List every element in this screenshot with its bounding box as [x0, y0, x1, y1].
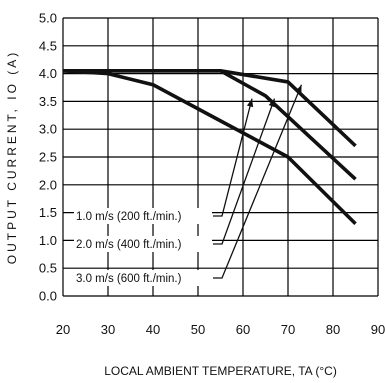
- series-annotation-3: 3.0 m/s (600 ft./min.): [74, 84, 303, 286]
- x-tick-label: 90: [371, 322, 385, 337]
- x-tick-label: 40: [146, 322, 160, 337]
- arrow-head: [268, 98, 275, 108]
- y-tick-label: 2.5: [39, 150, 57, 165]
- y-tick-label: 5.0: [39, 11, 57, 26]
- series-label: 2.0 m/s (400 ft./min.): [76, 239, 182, 251]
- y-tick-label: 4.5: [39, 38, 57, 53]
- annotation-background: [74, 208, 212, 224]
- x-tick-label: 20: [56, 322, 70, 337]
- x-axis-label: LOCAL AMBIENT TEMPERATURE, TA (°C): [104, 364, 337, 378]
- y-tick-labels: 0.0 0.5 1.0 1.5 2.0 2.5 3.0 3.5 4.0 4.5 5.0: [39, 11, 57, 304]
- y-tick-label: 3.0: [39, 122, 57, 137]
- x-tick-label: 50: [191, 322, 205, 337]
- series-label: 1.0 m/s (200 ft./min.): [76, 211, 182, 223]
- series-lines: [62, 69, 357, 226]
- x-tick-label: 70: [281, 322, 295, 337]
- series-line-1: [62, 69, 357, 226]
- x-tick-label: 30: [101, 322, 115, 337]
- annotation-background: [74, 270, 212, 286]
- series-line-3: [63, 69, 357, 148]
- series-label: 3.0 m/s (600 ft./min.): [76, 273, 182, 285]
- leader-line: [213, 98, 253, 217]
- annotation-background: [74, 236, 212, 252]
- series-line-2: [63, 69, 357, 181]
- y-tick-label: 1.0: [39, 233, 57, 248]
- y-tick-label: 3.5: [39, 94, 57, 109]
- leader-line: [213, 84, 303, 279]
- y-axis-label: OUTPUT CURRENT, IO (A): [5, 50, 19, 264]
- leader-line: [213, 98, 276, 245]
- series-annotations: 1.0 m/s (200 ft./min.) 2.0 m/s (400 ft./m…: [74, 84, 303, 286]
- series-annotation-2: 2.0 m/s (400 ft./min.): [74, 98, 276, 252]
- x-tick-label: 80: [326, 322, 340, 337]
- y-tick-label: 4.0: [39, 66, 57, 81]
- series-annotation-1: 1.0 m/s (200 ft./min.): [74, 98, 254, 224]
- y-tick-label: 2.0: [39, 177, 57, 192]
- arrow-head: [295, 84, 302, 94]
- arrow-head: [246, 98, 254, 108]
- y-tick-label: 1.5: [39, 205, 57, 220]
- y-tick-label: 0.0: [39, 289, 57, 304]
- x-tick-label: 60: [236, 322, 250, 337]
- y-tick-label: 0.5: [39, 261, 57, 276]
- x-tick-labels: 20 30 40 50 60 70 80 90: [56, 322, 385, 337]
